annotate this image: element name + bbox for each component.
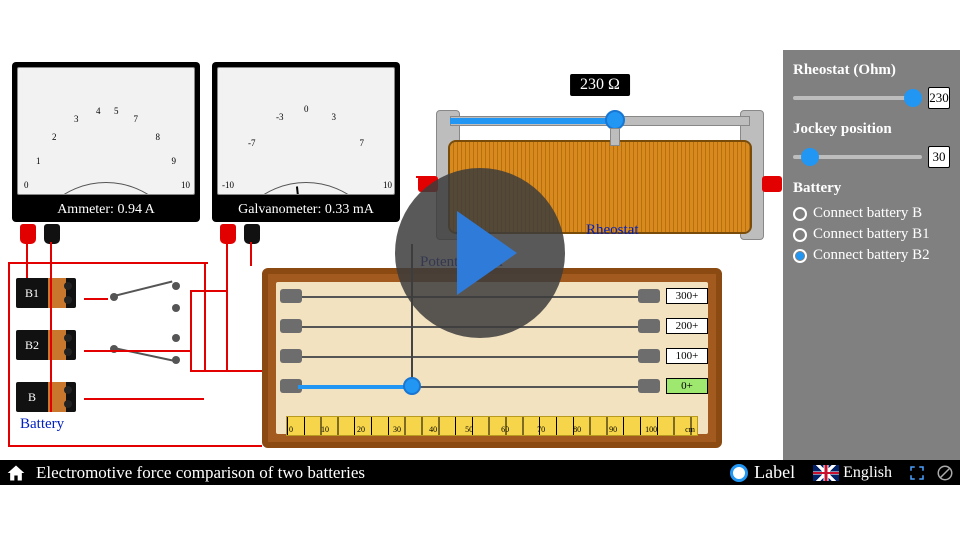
battery-radio[interactable]: Connect battery B1 (793, 226, 950, 243)
galvanometer: -10 -7 -3 0 3 7 10 Galvanometer: 0.33 mA (212, 62, 400, 222)
scale-tag: 300+ (666, 288, 708, 304)
radio-icon (793, 228, 807, 242)
battery-label: Battery (20, 416, 64, 433)
label-toggle[interactable]: Label (730, 462, 795, 483)
switch-b2[interactable] (110, 334, 180, 364)
jockey-control-title: Jockey position (793, 121, 950, 138)
ruler: 0102030405060708090100cm (286, 416, 698, 436)
jockey-value: 30 (928, 146, 950, 168)
ammeter-terminal-pos (20, 224, 36, 244)
jockey-slider[interactable] (793, 155, 922, 159)
label-toggle-text: Label (754, 462, 795, 483)
galvanometer-caption: Galvanometer: 0.33 mA (212, 198, 400, 222)
language-selector[interactable]: English (813, 464, 892, 482)
battery-radio-label: Connect battery B1 (813, 226, 930, 243)
controls-sidebar: Rheostat (Ohm) 230 Jockey position 30 Ba… (783, 50, 960, 460)
battery-radio[interactable]: Connect battery B2 (793, 247, 950, 264)
rheostat-knob[interactable] (605, 110, 625, 130)
radio-on-icon (730, 464, 748, 482)
radio-icon (793, 207, 807, 221)
ammeter-face: 0 1 2 3 4 5 7 8 9 10 (17, 67, 195, 195)
rheostat-terminal-right (762, 176, 782, 192)
play-button[interactable] (395, 168, 565, 338)
uk-flag-icon (813, 465, 839, 481)
scale-tag: 200+ (666, 318, 708, 334)
battery-radio-label: Connect battery B (813, 205, 922, 222)
page-title: Electromotive force comparison of two ba… (36, 463, 720, 483)
rheostat-slider[interactable] (793, 96, 922, 100)
rheostat-label: Rheostat (586, 222, 639, 239)
battery-b2: B2 (16, 330, 76, 360)
radio-icon (793, 249, 807, 263)
jockey[interactable] (403, 377, 421, 395)
rheostat-value: 230 (928, 87, 950, 109)
battery-radio[interactable]: Connect battery B (793, 205, 950, 222)
galv-terminal-neg (244, 224, 260, 244)
scale-tag: 100+ (666, 348, 708, 364)
ammeter-caption: Ammeter: 0.94 A (12, 198, 200, 222)
rheostat-control-title: Rheostat (Ohm) (793, 62, 950, 79)
simulation-canvas: 0 1 2 3 4 5 7 8 9 10 Ammeter: 0.94 A -10… (0, 50, 783, 460)
ammeter: 0 1 2 3 4 5 7 8 9 10 Ammeter: 0.94 A (12, 62, 200, 222)
info-icon[interactable] (936, 464, 954, 482)
battery-b1: B1 (16, 278, 76, 308)
switch-b1[interactable] (110, 282, 180, 312)
footer-bar: Electromotive force comparison of two ba… (0, 460, 960, 485)
home-icon[interactable] (6, 463, 26, 483)
play-icon (457, 211, 517, 295)
scale-tag: 0+ (666, 378, 708, 394)
fullscreen-icon[interactable] (908, 464, 926, 482)
battery-b: B (16, 382, 76, 412)
battery-radio-label: Connect battery B2 (813, 247, 930, 264)
galv-terminal-pos (220, 224, 236, 244)
simulation-stage: 0 1 2 3 4 5 7 8 9 10 Ammeter: 0.94 A -10… (0, 0, 960, 540)
battery-control-title: Battery (793, 180, 950, 197)
ammeter-terminal-neg (44, 224, 60, 244)
rheostat-badge: 230 Ω (570, 74, 630, 96)
galvanometer-face: -10 -7 -3 0 3 7 10 (217, 67, 395, 195)
language-text: English (843, 464, 892, 482)
